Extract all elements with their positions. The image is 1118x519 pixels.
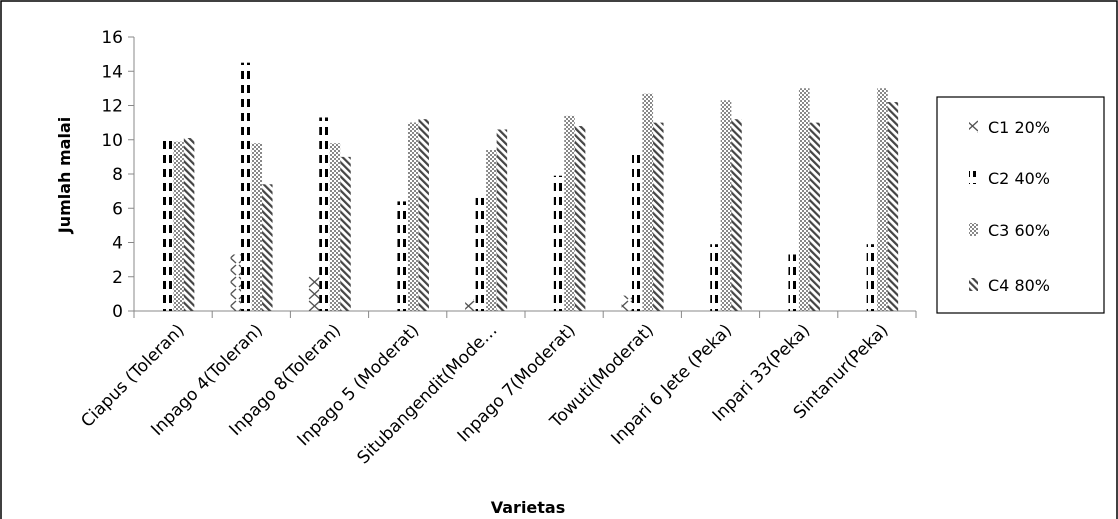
x-axis-title: Varietas [491, 498, 566, 517]
bar [553, 175, 565, 311]
legend-swatch [969, 223, 978, 236]
bar [475, 197, 487, 311]
bar [173, 141, 184, 311]
legend: C1 20% C2 40% C3 60% C4 80% [936, 96, 1105, 314]
bar [241, 62, 252, 311]
bar [621, 295, 633, 311]
bar [877, 88, 888, 311]
bar [329, 143, 341, 311]
y-tick-label: 16 [101, 28, 123, 48]
legend-box [936, 96, 1105, 314]
bar [486, 150, 497, 311]
bar [798, 88, 810, 311]
legend-label: C4 80% [988, 276, 1050, 295]
bar [710, 244, 721, 311]
bar [230, 254, 242, 311]
y-tick-label: 6 [112, 199, 123, 219]
bar [397, 201, 408, 311]
x-tick-label: Situbangendit(Mode… [354, 320, 502, 468]
legend-label: C1 20% [988, 118, 1050, 137]
bar [731, 119, 742, 311]
y-tick-label: 14 [101, 62, 123, 82]
bar [308, 276, 320, 311]
bar [574, 126, 586, 311]
legend-label: C3 60% [988, 221, 1050, 240]
bar [162, 136, 174, 311]
legend-swatch [969, 120, 978, 133]
bar [496, 129, 508, 311]
bar [418, 119, 429, 311]
bar [866, 244, 878, 311]
y-tick-label: 4 [112, 234, 123, 254]
bar [720, 100, 732, 311]
legend-swatch [969, 171, 978, 184]
bar [887, 102, 899, 311]
bar [642, 93, 654, 311]
y-tick-label: 12 [101, 97, 123, 117]
bar [564, 115, 575, 312]
bar [183, 138, 195, 311]
bar [262, 184, 273, 311]
bar [407, 122, 419, 311]
y-tick-label: 0 [112, 302, 123, 322]
bar [809, 122, 820, 311]
bar [653, 122, 664, 311]
bar [632, 150, 643, 311]
y-tick-label: 8 [112, 165, 123, 185]
y-tick-label: 10 [101, 131, 123, 151]
bar [340, 156, 351, 311]
bar [319, 117, 330, 311]
y-tick-label: 2 [112, 268, 123, 288]
bar [465, 299, 476, 311]
y-axis-title: Jumlah malai [55, 117, 74, 235]
bar [251, 143, 263, 311]
bar [788, 254, 799, 311]
legend-label: C2 40% [988, 169, 1050, 188]
legend-swatch [969, 278, 978, 291]
